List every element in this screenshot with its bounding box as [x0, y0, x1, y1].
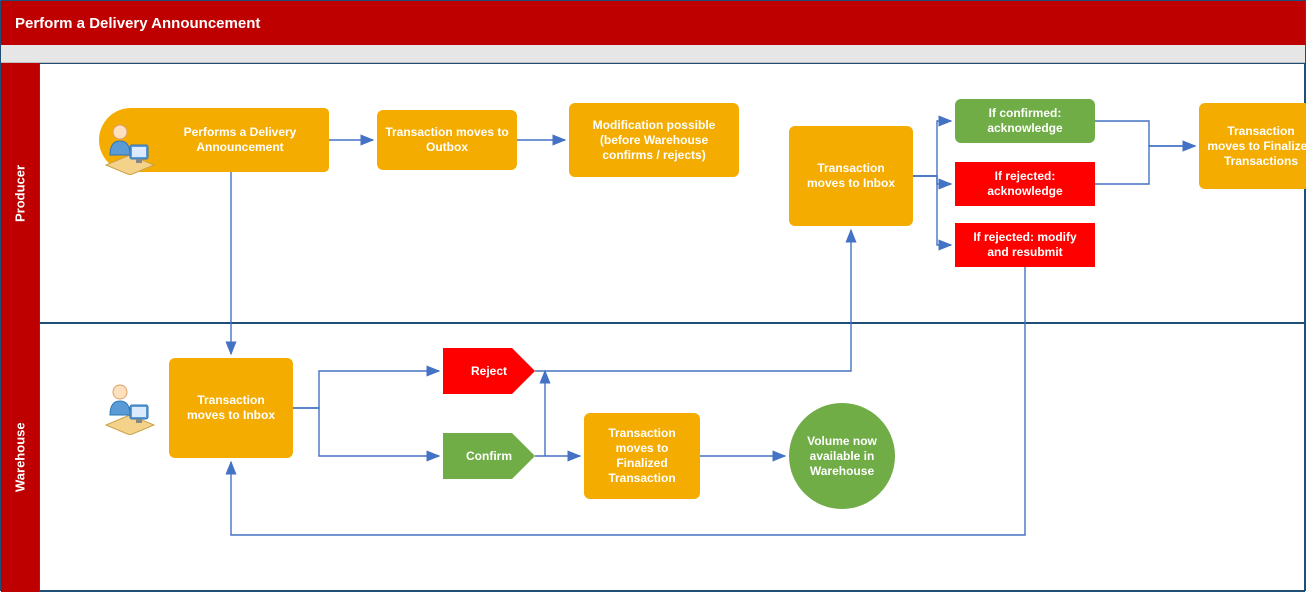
node-label: If confirmed: acknowledge — [963, 106, 1087, 136]
user-at-desk-icon — [106, 385, 154, 435]
node-w2r: Reject — [443, 348, 535, 394]
node-label: Reject — [471, 364, 507, 378]
node-p5c: If rejected: modify and resubmit — [955, 223, 1095, 267]
node-label: Modification possible (before Warehouse … — [577, 118, 731, 163]
lane-header-producer: Producer — [1, 63, 39, 323]
node-label: If rejected: modify and resubmit — [963, 230, 1087, 260]
node-label: Transaction moves to Inbox — [177, 393, 285, 423]
node-w2c: Confirm — [443, 433, 535, 479]
user-at-desk-icon — [106, 125, 154, 175]
lane-label-warehouse: Warehouse — [13, 423, 28, 493]
lane-header-warehouse: Warehouse — [1, 323, 39, 592]
node-p5a: If confirmed: acknowledge — [955, 99, 1095, 143]
diagram-title: Perform a Delivery Announcement — [15, 15, 260, 32]
node-label: Performs a Delivery Announcement — [159, 125, 321, 155]
nodes-overlay: Performs a Delivery Announcement Transact… — [39, 63, 1306, 592]
diagram-title-bar: Perform a Delivery Announcement — [1, 1, 1305, 45]
node-w3: Transaction moves to Finalized Transacti… — [584, 413, 700, 499]
actor-icon — [102, 119, 158, 180]
node-p4: Transaction moves to Inbox — [789, 126, 913, 226]
node-label: Volume now available in Warehouse — [797, 434, 887, 479]
actor-icon — [102, 379, 158, 440]
node-p6: Transaction moves to Finalized Transacti… — [1199, 103, 1306, 189]
diagram-subbar — [1, 45, 1305, 63]
node-label: If rejected: acknowledge — [963, 169, 1087, 199]
node-label: Transaction moves to Inbox — [797, 161, 905, 191]
lane-label-producer: Producer — [13, 164, 28, 221]
node-p5b: If rejected: acknowledge — [955, 162, 1095, 206]
node-label: Confirm — [466, 449, 512, 463]
swimlane-diagram: Perform a Delivery Announcement Producer… — [0, 0, 1306, 591]
node-p2: Transaction moves to Outbox — [377, 110, 517, 170]
node-p3: Modification possible (before Warehouse … — [569, 103, 739, 177]
node-w1: Transaction moves to Inbox — [169, 358, 293, 458]
node-label: Transaction moves to Finalized Transacti… — [592, 426, 692, 486]
node-label: Transaction moves to Outbox — [385, 125, 509, 155]
swimlanes-container: Producer Warehouse Performs a Delivery A… — [1, 63, 1305, 592]
node-label: Transaction moves to Finalized Transacti… — [1207, 124, 1306, 169]
node-w4: Volume now available in Warehouse — [789, 403, 895, 509]
